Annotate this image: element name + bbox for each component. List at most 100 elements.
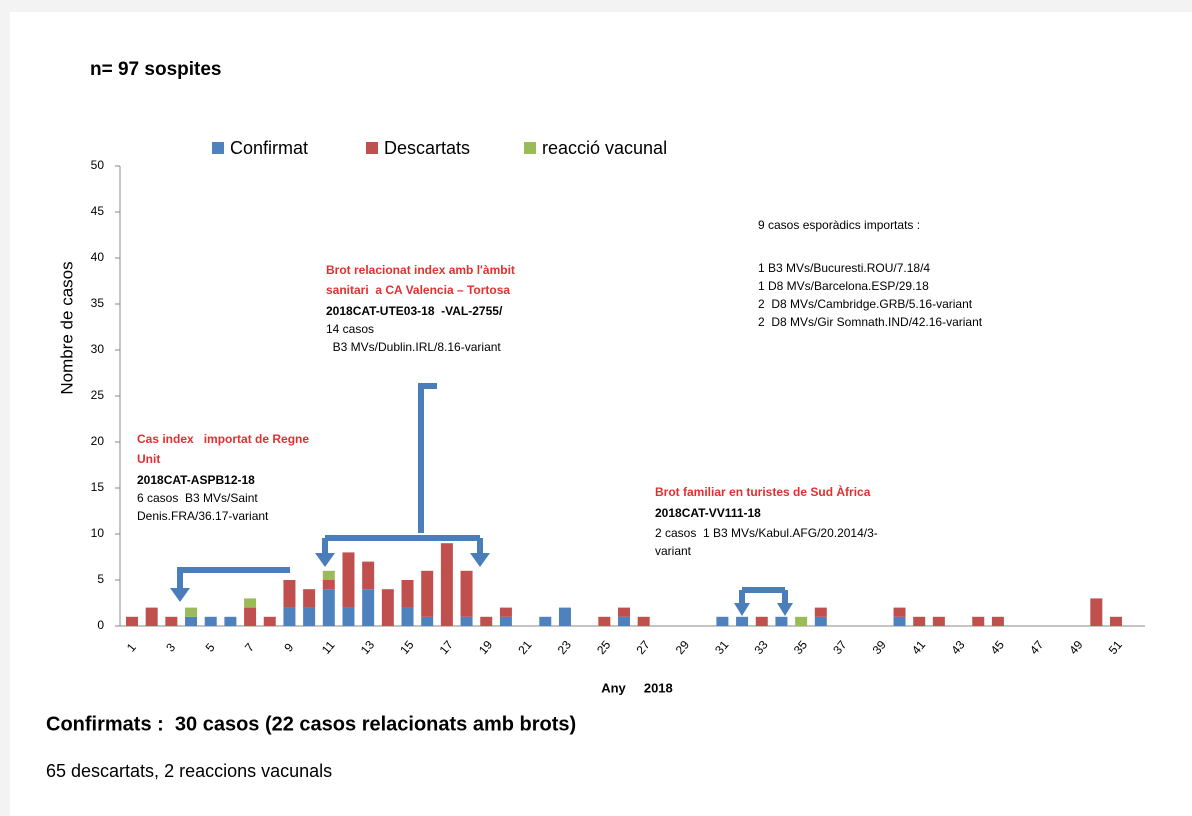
- y-axis-label: Nombre de casos: [57, 261, 76, 394]
- y-tick-label: 45: [91, 204, 105, 218]
- bar-segment: [322, 580, 335, 590]
- bar-segment: [381, 589, 394, 626]
- y-tick-label: 0: [97, 618, 104, 632]
- bar-segment: [637, 616, 650, 626]
- bar-segment: [303, 589, 316, 608]
- bar-segment: [716, 616, 729, 626]
- bar-segment: [1090, 598, 1103, 626]
- arrowhead: [470, 553, 490, 567]
- arrow: [177, 567, 290, 590]
- bar-segment: [893, 616, 906, 626]
- bar-segment: [618, 607, 630, 617]
- bar-segment: [991, 616, 1004, 626]
- annotation-line: 2018CAT-ASPB12-18: [137, 473, 255, 487]
- bar-segment: [362, 589, 375, 626]
- bar-segment: [303, 607, 316, 626]
- annotation-line: Unit: [137, 452, 160, 466]
- arrowheads: [170, 553, 793, 616]
- annotation-line: 1 B3 MVs/Bucuresti.ROU/7.18/4: [758, 261, 930, 275]
- bar-segment: [972, 616, 985, 626]
- annotation-line: 1 D8 MVs/Barcelona.ESP/29.18: [758, 279, 929, 293]
- y-tick-label: 5: [97, 572, 104, 586]
- bar-segment: [224, 616, 237, 626]
- annotation-line: B3 MVs/Dublin.IRL/8.16-variant: [326, 340, 501, 354]
- y-tick-label: 40: [91, 250, 105, 264]
- annotation-line: 2018CAT-VV111-18: [655, 506, 761, 520]
- bar-segment: [401, 580, 414, 608]
- bar-segment: [421, 570, 434, 617]
- annotation-line: 14 casos: [326, 322, 374, 336]
- bar-segment: [283, 580, 296, 608]
- bar-segment: [244, 607, 257, 626]
- bar-segment: [165, 616, 178, 626]
- legend-label: Descartats: [384, 138, 470, 158]
- legend-label: Confirmat: [230, 138, 308, 158]
- bar-segment: [362, 561, 375, 590]
- arrows: [177, 383, 788, 605]
- bar-segment: [342, 552, 355, 608]
- bar-segment: [795, 616, 808, 626]
- bar-segment: [204, 616, 217, 626]
- bar-segment: [460, 616, 473, 626]
- annotation-line: 2 D8 MVs/Gir Somnath.IND/42.16-variant: [758, 315, 983, 329]
- annotation-line: 6 casos B3 MVs/Saint: [137, 491, 258, 505]
- bar-segment: [1110, 616, 1122, 626]
- bar-segment: [913, 616, 926, 626]
- bar-segment: [185, 607, 198, 617]
- annotation-line: variant: [655, 544, 692, 558]
- annotation-line: Denis.FRA/36.17-variant: [137, 509, 269, 523]
- arrow: [322, 383, 483, 555]
- y-tick-label: 10: [91, 526, 105, 540]
- arrowhead: [315, 553, 335, 567]
- bar-segment: [558, 607, 571, 626]
- bar-segment: [283, 607, 296, 626]
- arrowhead: [170, 588, 190, 602]
- y-tick-label: 30: [91, 342, 105, 356]
- y-tick-label: 25: [91, 388, 105, 402]
- y-tick-label: 35: [91, 296, 105, 310]
- annotation-line: 2 casos 1 B3 MVs/Kabul.AFG/20.2014/3-: [655, 526, 878, 540]
- bar-segment: [893, 607, 906, 617]
- bar-segment: [401, 607, 414, 626]
- legend-label: reacció vacunal: [542, 138, 667, 158]
- bar-segment: [145, 607, 158, 626]
- bar-segment: [932, 616, 945, 626]
- bar-segment: [460, 570, 473, 617]
- y-tick-label: 15: [91, 480, 105, 494]
- bar-segment: [440, 543, 453, 626]
- bar-segment: [480, 616, 493, 626]
- bar-segment: [322, 570, 335, 580]
- bar-segment: [736, 616, 749, 626]
- bar-segment: [598, 616, 611, 626]
- arrow: [739, 587, 788, 605]
- summary-line: 65 descartats, 2 reaccions vacunals: [46, 761, 332, 781]
- y-tick-label: 20: [91, 434, 105, 448]
- annotation-line: sanitari a CA Valencia – Tortosa: [326, 283, 510, 297]
- x-axis-label: Any 2018: [601, 680, 673, 695]
- annotation-line: Brot familiar en turistes de Sud Àfrica: [655, 484, 871, 499]
- annotation-line: Brot relacionat index amb l'àmbit: [326, 263, 515, 277]
- bar-segment: [244, 598, 257, 608]
- summary-line: Confirmats : 30 casos (22 casos relacion…: [46, 713, 576, 735]
- annotation-line: Cas index importat de Regne: [137, 432, 309, 446]
- bar-segment: [263, 616, 276, 626]
- bar-segment: [126, 616, 138, 626]
- arrowhead: [734, 603, 750, 616]
- bar-segment: [499, 616, 512, 626]
- bar-segment: [342, 607, 355, 626]
- bar-segment: [755, 616, 768, 626]
- bar-segment: [499, 607, 512, 617]
- panel: [10, 12, 1192, 816]
- legend-swatch: [366, 142, 378, 154]
- bar-segment: [539, 616, 552, 626]
- bar-segment: [775, 616, 788, 626]
- annotation-line: 2018CAT-UTE03-18 -VAL-2755/: [326, 304, 503, 318]
- bar-segment: [814, 607, 827, 617]
- chart-title: n= 97 sospites: [90, 59, 221, 80]
- annotation-line: 9 casos esporàdics importats :: [758, 218, 920, 232]
- bar-segment: [814, 616, 827, 626]
- bar-segment: [185, 616, 198, 626]
- bar-segment: [322, 589, 335, 626]
